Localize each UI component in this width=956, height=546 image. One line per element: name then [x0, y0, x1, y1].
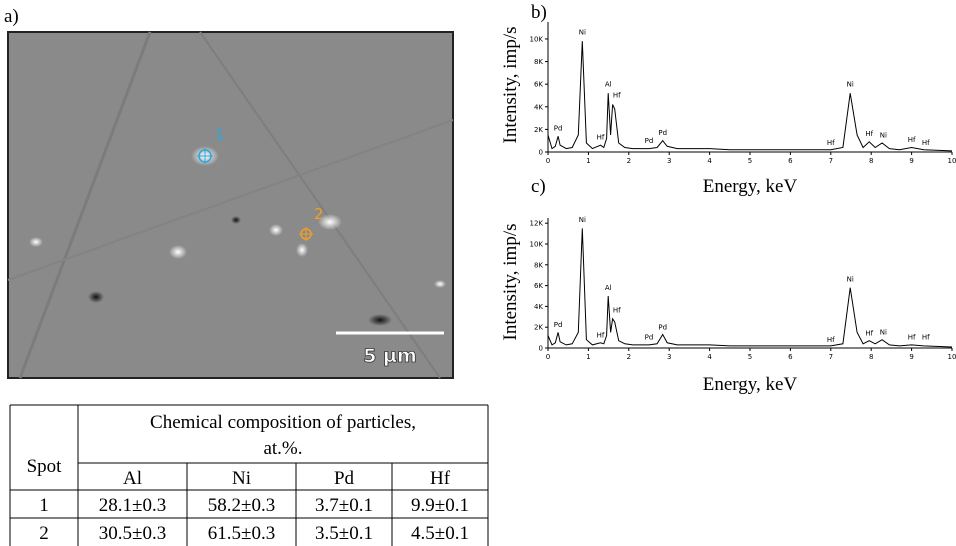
sem-image: 1 2 5 µm [7, 31, 454, 379]
peak-label: Hf [922, 139, 930, 147]
peak-label: Ni [880, 328, 887, 336]
x-tick-label: 10 [948, 353, 956, 361]
composition-table: Spot Chemical composition of particles, at… [9, 404, 489, 546]
peak-label: Al [605, 284, 612, 292]
y-tick-label: 0 [539, 345, 543, 353]
peak-label: Hf [597, 134, 605, 142]
panel-label: b) [531, 2, 547, 23]
x-tick-label: 9 [909, 157, 913, 165]
table-cell: at.%. [263, 438, 302, 459]
table-cell: 2 [39, 523, 49, 544]
table-cell: Hf [430, 468, 451, 489]
peak-label: Hf [908, 334, 916, 342]
y-tick-label: 10K [530, 35, 544, 43]
x-tick-label: 2 [627, 353, 631, 361]
table-cell: 9.9±0.1 [411, 495, 469, 516]
peak-label: Ni [847, 80, 854, 88]
x-tick-label: 5 [748, 353, 752, 361]
x-tick-label: 4 [707, 353, 712, 361]
peak-label: Hf [908, 136, 916, 144]
x-tick-label: 4 [707, 157, 712, 165]
marker-label: 2 [314, 205, 324, 223]
table-cell: Ni [232, 468, 251, 489]
spectrum-line [547, 41, 953, 152]
peak-label: Ni [880, 131, 887, 139]
x-tick-label: 6 [788, 353, 793, 361]
y-tick-label: 8K [534, 58, 543, 66]
x-tick-label: 9 [909, 353, 913, 361]
y-tick-label: 10K [530, 241, 544, 249]
x-tick-label: 7 [829, 353, 833, 361]
table-cell: Pd [334, 468, 355, 489]
table-cell: Chemical composition of particles, [150, 412, 416, 433]
table-cell: 3.5±0.1 [315, 523, 373, 544]
scale-bar-label: 5 µm [363, 345, 417, 367]
table-cell: 4.5±0.1 [411, 523, 469, 544]
peak-label: Ni [579, 216, 586, 224]
table-cell: 3.7±0.1 [315, 495, 373, 516]
peak-label: Hf [922, 334, 930, 342]
x-tick-label: 8 [869, 353, 873, 361]
table-cell: Al [123, 468, 142, 489]
panel-label: c) [531, 176, 546, 197]
peak-label: Al [605, 80, 612, 88]
x-tick-label: 2 [627, 157, 631, 165]
peak-label: Hf [597, 332, 605, 340]
y-axis-title: Intensity, imp/s [500, 224, 521, 341]
peak-label: Hf [613, 307, 621, 315]
panel-label: a) [4, 6, 19, 27]
y-tick-label: 12K [530, 220, 544, 228]
peak-label: Hf [865, 130, 873, 138]
spectrum-line [547, 228, 953, 348]
x-tick-label: 0 [546, 157, 550, 165]
x-tick-label: 1 [586, 353, 590, 361]
peak-label: Pd [645, 137, 654, 145]
peak-label: Pd [658, 129, 667, 137]
peak-label: Pd [554, 125, 563, 133]
x-tick-label: 3 [667, 157, 671, 165]
y-tick-label: 4K [534, 303, 543, 311]
y-tick-label: 6K [534, 81, 543, 89]
table-cell: 30.5±0.3 [99, 523, 166, 544]
y-tick-label: 2K [534, 324, 543, 332]
peak-label: Hf [827, 336, 835, 344]
y-tick-label: 0 [539, 149, 543, 157]
x-tick-label: 5 [748, 157, 752, 165]
y-axis-title: Intensity, imp/s [500, 27, 521, 144]
y-tick-label: 8K [534, 261, 543, 269]
peak-label: Pd [554, 321, 563, 329]
x-axis-title: Energy, keV [703, 374, 798, 395]
table-cell: Spot [27, 456, 63, 477]
peak-label: Ni [579, 28, 586, 36]
x-tick-label: 10 [948, 157, 956, 165]
peak-label: Hf [613, 92, 621, 100]
y-tick-label: 2K [534, 126, 543, 134]
x-axis-title: Energy, keV [703, 176, 798, 197]
y-tick-label: 4K [534, 103, 543, 111]
peak-label: Hf [827, 139, 835, 147]
table-cell: 28.1±0.3 [99, 495, 166, 516]
marker-label: 1 [215, 126, 225, 144]
table-cell: 58.2±0.3 [208, 495, 275, 516]
x-tick-label: 8 [869, 157, 873, 165]
x-tick-label: 1 [586, 157, 590, 165]
y-tick-label: 6K [534, 282, 543, 290]
table-cell: 1 [39, 495, 49, 516]
peak-label: Pd [645, 334, 654, 342]
x-tick-label: 0 [546, 353, 550, 361]
peak-label: Hf [865, 330, 873, 338]
table-cell: 61.5±0.3 [208, 523, 275, 544]
peak-label: Pd [658, 323, 667, 331]
x-tick-label: 7 [829, 157, 833, 165]
peak-label: Ni [847, 275, 854, 283]
x-tick-label: 6 [788, 157, 793, 165]
x-tick-label: 3 [667, 353, 671, 361]
